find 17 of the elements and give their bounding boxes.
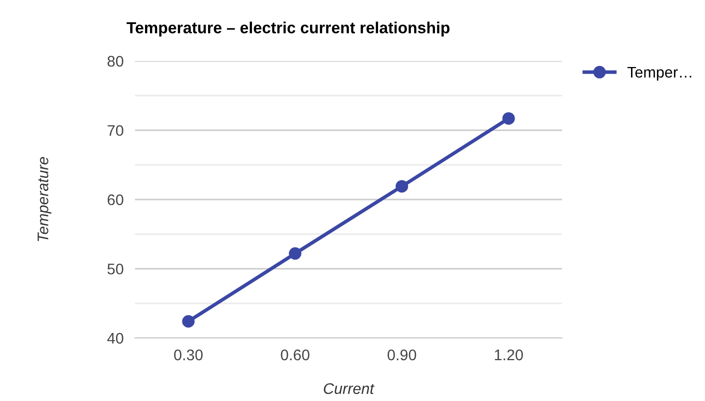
x-axis-title: Current xyxy=(324,383,375,394)
x-tick-label: 0.90 xyxy=(388,350,416,360)
y-tick-label: 40 xyxy=(107,332,124,344)
point xyxy=(502,112,515,125)
x-tick-label: 1.20 xyxy=(494,350,523,360)
y-tick-label: 70 xyxy=(108,125,124,136)
y-tick-label: 60 xyxy=(108,194,124,206)
x-tick-label: 0.60 xyxy=(280,350,310,360)
legend-label: Temper… xyxy=(627,67,692,81)
y-axis-title: Temperature xyxy=(38,157,52,242)
point xyxy=(288,247,302,260)
chart-title: Temperature – electric current relationship xyxy=(126,22,450,37)
y-tick-label: 80 xyxy=(108,56,124,67)
point xyxy=(182,315,195,328)
x-tick-label: 0.30 xyxy=(174,350,203,360)
y-tick-label: 50 xyxy=(108,264,124,274)
point xyxy=(396,180,408,193)
